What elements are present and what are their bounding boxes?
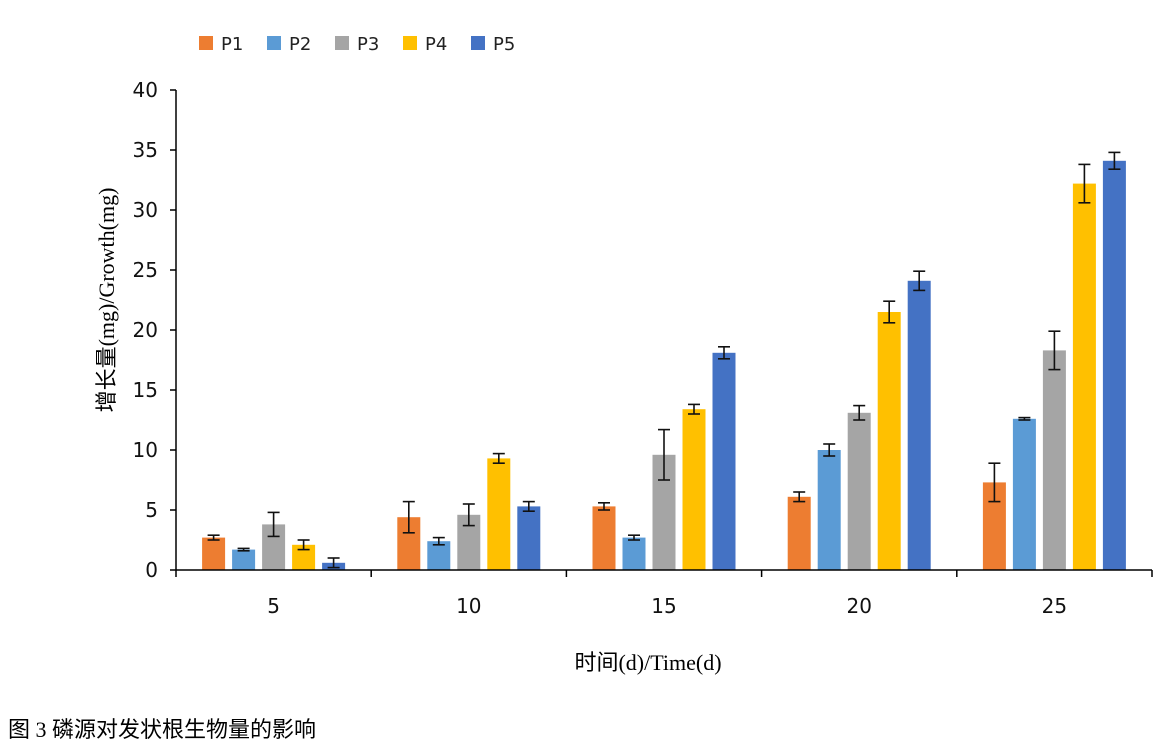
bar-p3-10 <box>457 514 481 570</box>
error-bar-p4-25 <box>1078 163 1091 204</box>
x-tick-label: 10 <box>456 594 481 618</box>
error-bar-p3-25 <box>1048 330 1061 371</box>
error-bar-p3-5 <box>267 511 280 538</box>
legend-swatch <box>471 36 485 50</box>
error-bar-p2-25 <box>1018 416 1031 421</box>
y-tick-label: 10 <box>133 438 158 462</box>
error-bar-p4-5 <box>297 539 310 551</box>
x-axis-title: 时间(d)/Time(d) <box>574 650 721 675</box>
y-tick-label: 30 <box>133 198 158 222</box>
legend-label: P4 <box>425 34 447 55</box>
legend-item-p1: P1 <box>199 34 243 55</box>
bar-p2-10 <box>427 541 451 570</box>
error-bar-p5-10 <box>522 500 535 513</box>
legend-label: P3 <box>357 34 379 55</box>
error-bar-p3-10 <box>462 503 475 527</box>
legend-swatch <box>199 36 213 50</box>
error-bar-p5-20 <box>913 270 926 292</box>
axes: 0 5 10 15 20 25 30 35 40 5 10 15 20 25 <box>133 78 1153 618</box>
y-tick-label: 5 <box>145 498 158 522</box>
bar-p3-25 <box>1042 350 1066 570</box>
bar-p2-25 <box>1012 418 1036 570</box>
legend-item-p2: P2 <box>267 34 311 55</box>
error-bar-p1-25 <box>988 462 1001 503</box>
bar-p1-10 <box>397 517 421 570</box>
legend-label: P1 <box>221 34 243 55</box>
bars <box>202 160 1126 571</box>
error-bar-p2-15 <box>628 534 640 541</box>
bar-p4-15 <box>682 409 706 570</box>
bar-p4-25 <box>1072 183 1096 570</box>
legend-swatch <box>403 36 417 50</box>
error-bar-p3-15 <box>658 428 670 481</box>
error-bar-p4-20 <box>883 300 896 324</box>
figure-caption: 图 3 磷源对发状根生物量的影响 <box>8 717 317 742</box>
error-bar-p2-5 <box>237 547 250 552</box>
error-bar-p5-25 <box>1108 151 1121 170</box>
bar-p5-20 <box>907 280 931 570</box>
legend-swatch <box>335 36 349 50</box>
error-bar-p5-15 <box>718 345 730 360</box>
bar-p4-5 <box>292 544 316 570</box>
bar-p5-25 <box>1102 160 1126 571</box>
legend-item-p4: P4 <box>403 34 447 55</box>
bar-p2-5 <box>232 549 256 570</box>
legend-item-p5: P5 <box>471 34 515 55</box>
y-tick-label: 15 <box>133 378 158 402</box>
legend-label: P2 <box>289 34 311 55</box>
legend: P1 P2 P3 P4 P5 <box>199 34 515 55</box>
legend-item-p3: P3 <box>335 34 379 55</box>
error-bar-p5-5 <box>327 557 340 569</box>
y-tick-label: 35 <box>133 138 158 162</box>
error-bar-p4-15 <box>688 403 700 415</box>
error-bar-p4-10 <box>492 452 505 465</box>
error-bar-p1-20 <box>793 491 806 503</box>
error-bar-p1-15 <box>598 501 610 511</box>
error-bars <box>207 151 1121 569</box>
x-tick-label: 5 <box>267 594 280 618</box>
bar-p2-20 <box>817 450 841 570</box>
error-bar-p2-20 <box>823 443 836 457</box>
bar-p1-15 <box>592 506 616 570</box>
error-bar-p3-20 <box>853 404 866 421</box>
bar-p5-15 <box>712 352 736 570</box>
error-bar-p1-10 <box>402 500 415 534</box>
bar-p1-20 <box>787 496 811 570</box>
y-axis-title: 增长量(mg)/Growth(mg) <box>94 188 119 413</box>
y-tick-label: 20 <box>133 318 158 342</box>
bar-p4-20 <box>877 312 901 570</box>
y-tick-label: 40 <box>133 78 158 102</box>
bar-p5-10 <box>517 506 541 570</box>
y-tick-label: 0 <box>145 558 158 582</box>
bar-p3-15 <box>652 454 676 570</box>
bar-p1-25 <box>982 482 1006 570</box>
bar-p3-20 <box>847 412 871 570</box>
x-tick-label: 15 <box>651 594 676 618</box>
error-bar-p2-10 <box>432 536 445 546</box>
bar-p1-5 <box>202 537 226 570</box>
x-tick-label: 25 <box>1042 594 1067 618</box>
bar-p2-15 <box>622 537 646 570</box>
bar-chart: P1 P2 P3 P4 P5 0 5 10 15 20 25 30 35 40 5 10 15 20 25 增长量… <box>94 34 1153 675</box>
x-tick-label: 20 <box>846 594 871 618</box>
bar-p4-10 <box>487 458 511 570</box>
legend-label: P5 <box>493 34 515 55</box>
legend-swatch <box>267 36 281 50</box>
y-tick-label: 25 <box>133 258 158 282</box>
error-bar-p1-5 <box>207 534 220 541</box>
